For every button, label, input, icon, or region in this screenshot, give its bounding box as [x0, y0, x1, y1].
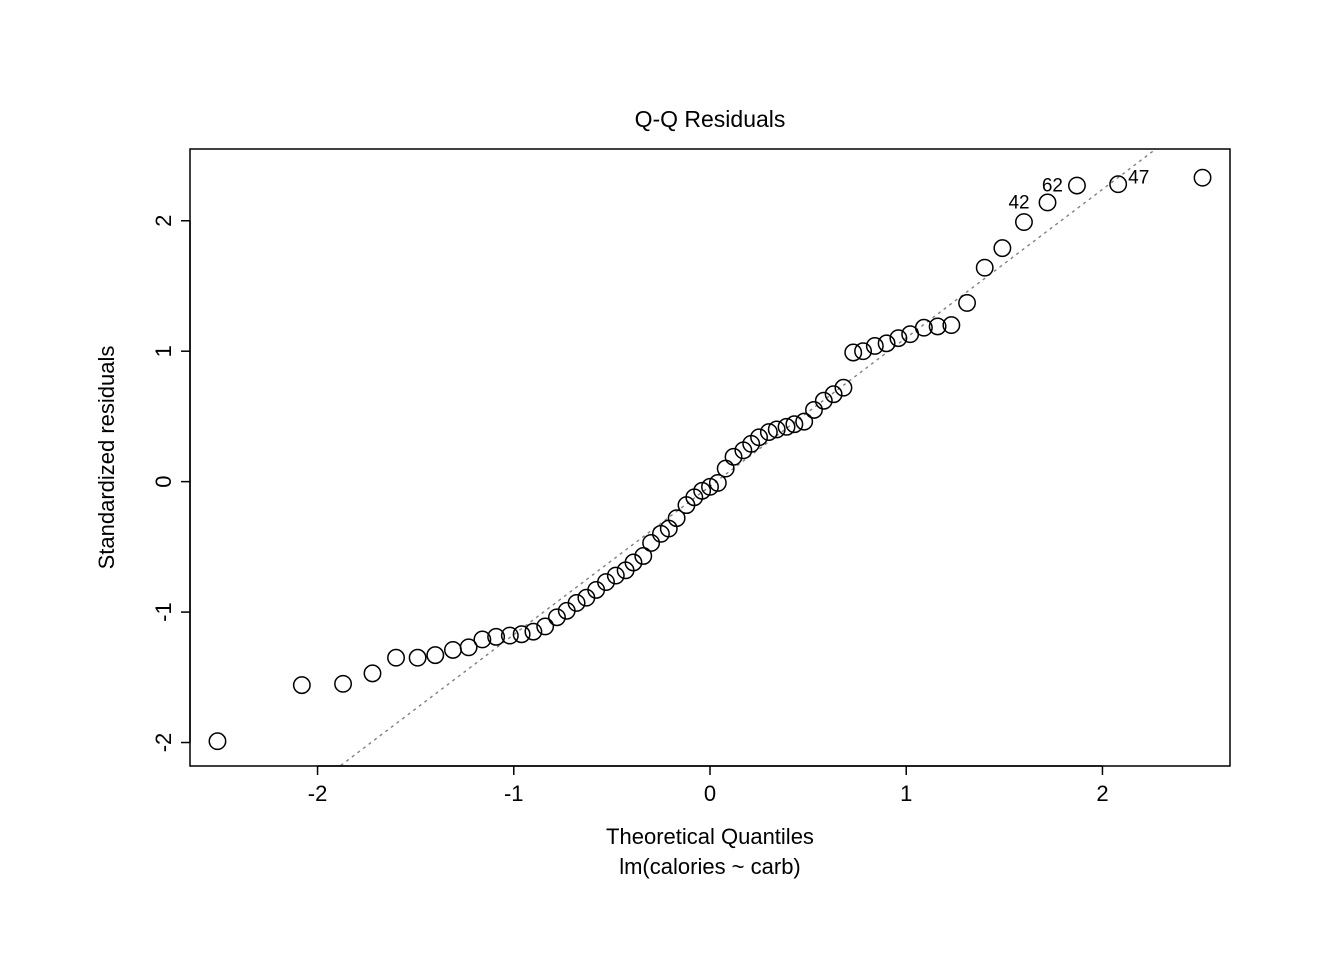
- x-tick-label: 1: [900, 781, 912, 806]
- x-tick-label: 2: [1096, 781, 1108, 806]
- x-tick-label: -1: [504, 781, 524, 806]
- point-label: 42: [1008, 192, 1029, 213]
- point-label: 62: [1042, 176, 1063, 197]
- chart-subtitle: lm(calories ~ carb): [619, 854, 801, 879]
- y-tick-label: -1: [151, 602, 176, 622]
- chart-bg: [0, 0, 1344, 960]
- x-axis-label: Theoretical Quantiles: [606, 824, 814, 849]
- y-tick-label: 1: [151, 345, 176, 357]
- y-tick-label: -2: [151, 733, 176, 753]
- x-tick-label: 0: [704, 781, 716, 806]
- y-axis-label: Standardized residuals: [94, 346, 119, 570]
- qq-plot: -2 -1 0 1 2 -2 -1 0 1 2 Q-Q Residuals Theoretical Q…: [0, 0, 1344, 960]
- chart-title: Q-Q Residuals: [635, 106, 786, 132]
- x-tick-label: -2: [308, 781, 328, 806]
- y-tick-label: 0: [151, 476, 176, 488]
- y-tick-label: 2: [151, 215, 176, 227]
- point-label: 47: [1128, 168, 1149, 189]
